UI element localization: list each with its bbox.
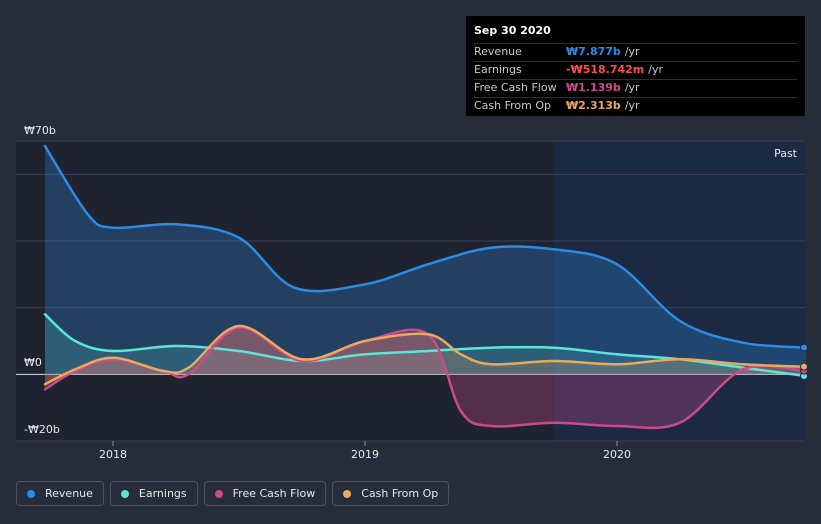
tooltip-label: Free Cash Flow [474,81,557,94]
chart-legend: Revenue Earnings Free Cash Flow Cash Fro… [16,481,450,506]
x-tick-label-2018: 2018 [99,448,127,461]
series-end-point-cfo [800,362,808,371]
tooltip-unit: /yr [624,81,640,94]
chart-gridlines [16,140,805,446]
tooltip-value: ₩1.139b [566,81,621,94]
legend-dot-icon [343,489,352,498]
plot-panel-past [554,141,805,441]
tooltip-label: Cash From Op [474,99,552,112]
series-line-revenue [43,144,808,349]
chart-areas [45,146,806,428]
tooltip-row-earnings: Earnings -₩518.742m /yr [474,61,797,79]
series-area-earnings [45,314,806,376]
tooltip-row-revenue: Revenue ₩7.877b /yr [474,43,797,61]
plot-panel-history [16,141,554,441]
legend-dot-icon [120,489,129,498]
chart-labels: ₩70b ₩0 -₩20b 2018 2019 2020 Past [24,124,798,461]
tooltip-row-fcf: Free Cash Flow ₩1.139b /yr [474,79,797,97]
tooltip-label: Revenue [474,45,522,58]
legend-item-revenue[interactable]: Revenue [16,481,104,506]
tooltip-value: -₩518.742m [566,63,645,76]
y-tick-label-bottom: -₩20b [24,423,60,436]
legend-item-earnings[interactable]: Earnings [109,481,198,506]
tooltip-unit: /yr [624,45,640,58]
tooltip-value: ₩7.877b [566,45,621,58]
chart-lines [43,144,808,430]
tooltip-row-cfo: Cash From Op ₩2.313b /yr [474,97,797,115]
series-area-cfo [45,325,806,385]
legend-label: Earnings [138,487,187,500]
legend-dot-icon [214,489,223,498]
y-tick-label-zero: ₩0 [24,356,42,369]
past-label: Past [774,147,798,160]
series-area-fcf [45,327,806,428]
tooltip-date: Sep 30 2020 [474,24,551,37]
tooltip-unit: /yr [648,63,664,76]
legend-label: Revenue [45,487,93,500]
series-end-point-revenue [800,343,808,352]
series-area-revenue [45,146,806,375]
chart-background [16,141,805,441]
legend-item-cfo[interactable]: Cash From Op [332,481,450,506]
tooltip-label: Earnings [474,63,522,76]
tooltip: Sep 30 2020 Revenue ₩7.877b /yr Earnings… [466,16,805,116]
series-line-cfo [43,324,808,386]
y-tick-label-top: ₩70b [24,124,56,137]
tooltip-unit: /yr [624,99,640,112]
tooltip-value: ₩2.313b [566,99,621,112]
legend-dot-icon [27,489,35,498]
x-tick-label-2020: 2020 [603,448,631,461]
x-tick-label-2019: 2019 [351,448,379,461]
legend-item-fcf[interactable]: Free Cash Flow [203,481,327,506]
legend-label: Free Cash Flow [232,487,316,500]
legend-label: Cash From Op [361,487,439,500]
